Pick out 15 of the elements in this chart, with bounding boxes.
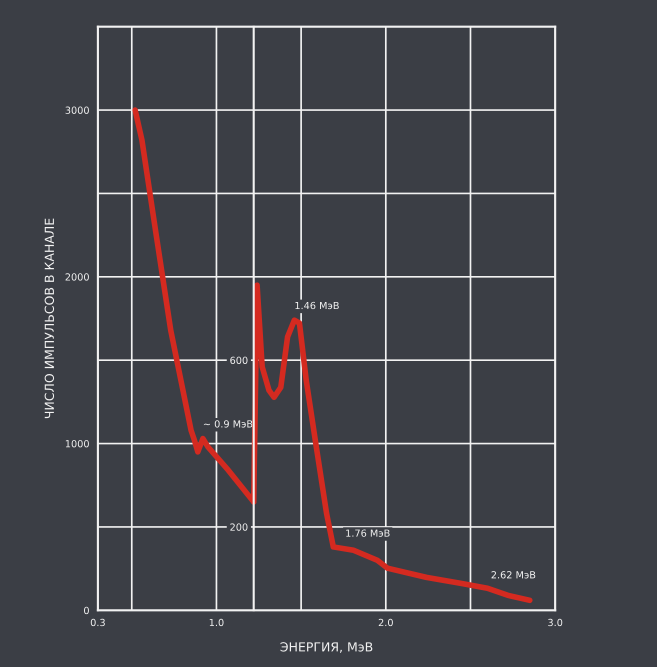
y-tick-label: 3000	[66, 106, 89, 114]
x-tick-label: 3.0	[548, 618, 562, 626]
y-tick-label: 1000	[66, 440, 89, 448]
x-tick-label: 1.0	[210, 618, 224, 626]
y2-tick-label: 600	[230, 356, 248, 364]
y-axis-title: ЧИСЛО ИМПУЛЬСОВ В КАНАЛЕ	[44, 218, 54, 418]
annotation: 2.62 МэВ	[492, 571, 536, 578]
x-axis-title: ЭНЕРГИЯ, МэВ	[280, 642, 372, 653]
y-tick-label: 2000	[66, 273, 89, 281]
y-tick-label: 0	[84, 606, 89, 614]
x-tick-label: 0.3	[90, 618, 105, 626]
annotation: 1.46 МэВ	[295, 302, 339, 310]
annotation: 1.76 МэВ	[346, 529, 390, 537]
y2-tick-label: 200	[230, 523, 248, 531]
x-tick-label: 2.0	[378, 618, 393, 626]
